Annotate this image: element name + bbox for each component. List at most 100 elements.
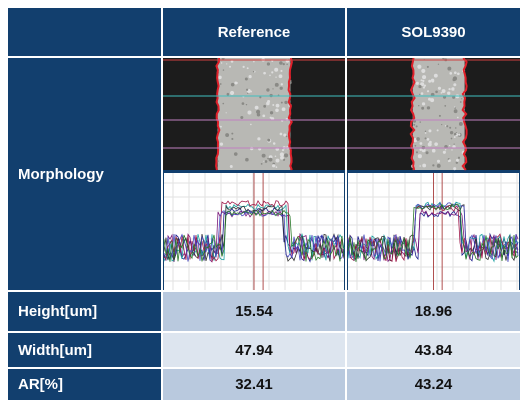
texture [455, 127, 456, 128]
column-header: Reference [163, 8, 345, 56]
texture [438, 87, 441, 90]
texture [284, 101, 287, 104]
texture [226, 63, 227, 64]
texture [227, 93, 230, 96]
texture [256, 110, 260, 114]
value-cell: 47.94 [163, 333, 345, 367]
texture [234, 81, 237, 84]
texture [457, 72, 460, 75]
texture [454, 133, 457, 136]
texture [419, 149, 421, 151]
row-label: Width[um] [8, 333, 161, 367]
texture [425, 137, 427, 139]
texture [245, 158, 249, 162]
texture [247, 111, 251, 115]
texture [265, 160, 268, 163]
texture [246, 104, 247, 105]
texture [425, 132, 427, 134]
texture [282, 149, 284, 151]
texture [446, 125, 448, 127]
texture [286, 64, 287, 65]
texture [418, 154, 422, 158]
texture [230, 91, 234, 95]
texture [451, 149, 452, 150]
texture [420, 142, 423, 145]
texture [419, 165, 421, 167]
row-label: Height[um] [8, 292, 161, 331]
texture [439, 115, 441, 117]
texture [242, 102, 245, 105]
texture [220, 83, 222, 85]
texture [414, 145, 416, 147]
texture [231, 138, 233, 140]
texture [280, 133, 283, 136]
texture [442, 89, 446, 93]
texture [281, 102, 283, 104]
texture [263, 72, 266, 75]
texture [243, 66, 245, 68]
texture [263, 161, 264, 162]
texture [267, 100, 270, 103]
texture [456, 161, 458, 163]
texture [451, 138, 453, 140]
texture [269, 75, 271, 77]
texture [282, 107, 286, 111]
texture [250, 147, 253, 150]
texture [454, 71, 457, 74]
texture [234, 152, 238, 156]
texture [434, 142, 438, 146]
texture [247, 67, 249, 69]
texture [280, 152, 284, 156]
texture [272, 104, 274, 106]
texture [434, 74, 438, 78]
texture [416, 82, 419, 85]
texture [422, 164, 426, 168]
texture [271, 71, 273, 73]
value-cell: 32.41 [163, 369, 345, 400]
corner-cell [8, 8, 161, 56]
texture [444, 105, 446, 107]
texture [437, 129, 439, 131]
texture [262, 114, 265, 117]
texture [416, 125, 418, 127]
texture [454, 109, 458, 113]
texture [437, 160, 440, 163]
texture [266, 88, 269, 91]
texture [231, 133, 233, 135]
value-cell: 18.96 [347, 292, 520, 331]
texture [230, 165, 233, 168]
texture [269, 158, 273, 162]
texture [426, 151, 429, 154]
texture [276, 159, 280, 163]
texture [218, 76, 221, 79]
texture [284, 153, 288, 157]
texture [281, 83, 283, 85]
texture [458, 133, 460, 135]
texture [418, 105, 419, 106]
texture [428, 129, 431, 132]
texture [431, 79, 434, 82]
page: Reference SOL9390 Morphology Height[um] … [0, 0, 529, 407]
texture [226, 112, 227, 113]
texture [428, 80, 431, 83]
texture [420, 121, 421, 122]
texture [249, 75, 252, 78]
texture [276, 166, 278, 168]
texture [447, 92, 450, 95]
texture [267, 139, 270, 142]
texture [461, 98, 462, 99]
texture [421, 92, 424, 95]
value-cell: 43.84 [347, 333, 520, 367]
texture [416, 151, 418, 153]
texture [432, 164, 434, 166]
texture [267, 158, 269, 160]
texture [441, 92, 443, 94]
texture [280, 87, 283, 90]
texture [276, 104, 280, 108]
texture [416, 137, 420, 141]
texture [270, 111, 273, 114]
texture [454, 136, 456, 138]
texture [449, 72, 452, 75]
texture [274, 68, 278, 72]
texture [427, 66, 429, 68]
